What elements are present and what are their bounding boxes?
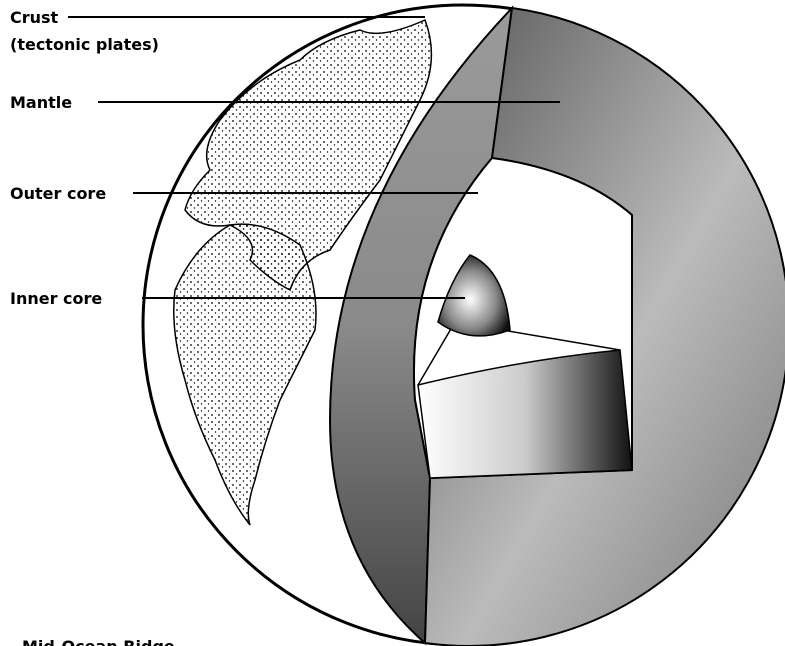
leader-lines [68,16,560,299]
label: Outer core [10,184,106,203]
globe [141,3,785,646]
south-america [173,223,317,526]
label: Crust [10,8,59,27]
label-subtext: (tectonic plates) [10,35,159,54]
footer-label: Mid-Ocean Ridge [22,637,175,646]
label: Mantle [10,93,72,112]
label: Inner core [10,289,102,308]
inner-core [437,254,511,337]
